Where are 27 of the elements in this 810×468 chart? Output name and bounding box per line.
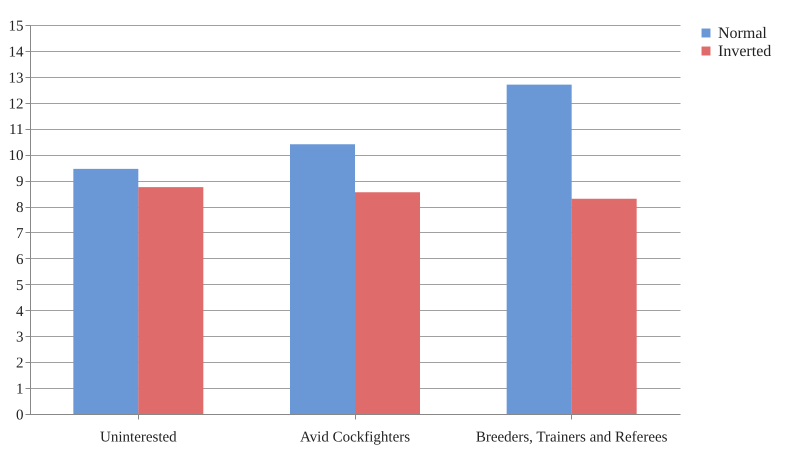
bar bbox=[73, 168, 138, 414]
x-tick-label: Breeders, Trainers and Referees bbox=[476, 430, 668, 446]
y-tick-label: 15 bbox=[8, 18, 24, 34]
x-tick-label: Avid Cockfighters bbox=[300, 430, 410, 446]
y-tick-label: 8 bbox=[16, 200, 24, 216]
y-tick-label: 0 bbox=[16, 408, 24, 424]
legend-label: Inverted bbox=[718, 43, 772, 60]
y-tick-label: 12 bbox=[8, 96, 24, 112]
bar bbox=[290, 144, 355, 414]
y-tick-label: 4 bbox=[16, 304, 24, 320]
bar bbox=[355, 192, 420, 414]
y-tick-label: 10 bbox=[8, 148, 24, 164]
y-tick-label: 7 bbox=[16, 226, 24, 242]
y-tick-label: 14 bbox=[8, 44, 24, 60]
y-tick-label: 5 bbox=[16, 278, 24, 294]
y-tick-label: 1 bbox=[16, 382, 24, 398]
bar bbox=[138, 187, 204, 414]
y-tick-label: 3 bbox=[16, 330, 24, 346]
y-tick-label: 13 bbox=[8, 70, 24, 86]
legend-label: Normal bbox=[718, 25, 768, 42]
bar bbox=[572, 198, 637, 414]
y-tick-label: 9 bbox=[16, 174, 24, 190]
y-tick-label: 6 bbox=[16, 252, 24, 268]
bar bbox=[506, 84, 572, 414]
x-tick-label: Uninterested bbox=[100, 430, 178, 446]
y-tick-label: 2 bbox=[16, 356, 24, 372]
y-tick-label: 11 bbox=[9, 122, 24, 138]
